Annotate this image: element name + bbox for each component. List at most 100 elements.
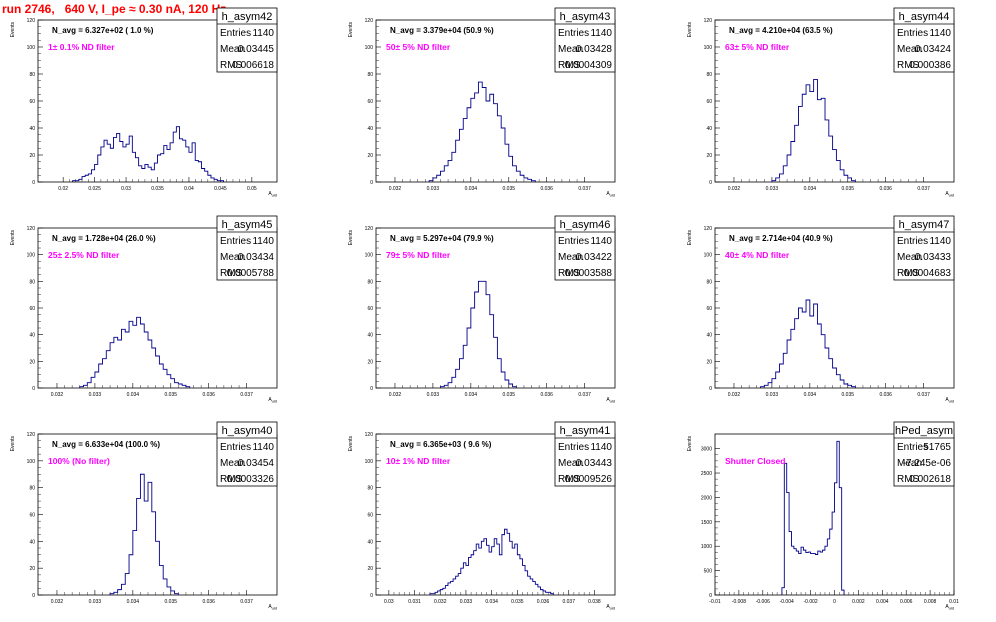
x-tick-label: 0.037 bbox=[917, 392, 930, 398]
stats-label: RMS bbox=[558, 474, 581, 485]
histogram-bin bbox=[475, 292, 479, 388]
x-axis-label: Auid bbox=[945, 604, 954, 611]
x-tick-label: 0.03 bbox=[121, 186, 131, 192]
histogram-bin bbox=[451, 582, 454, 595]
y-tick-label: 100 bbox=[27, 253, 36, 259]
y-tick-label: 40 bbox=[367, 333, 373, 339]
y-tick-label: 120 bbox=[704, 226, 713, 232]
histogram-bin bbox=[444, 166, 448, 182]
histogram-bin bbox=[211, 178, 214, 182]
stats-label: Entries bbox=[897, 442, 928, 453]
x-tick-label: 0.037 bbox=[240, 392, 253, 398]
x-axis-label: Auid bbox=[606, 191, 615, 198]
histogram-bin bbox=[474, 551, 477, 595]
filter-label: 100% (No filter) bbox=[48, 456, 110, 466]
stats-value: 0.0003326 bbox=[227, 474, 275, 485]
histogram-bin bbox=[163, 579, 167, 595]
stats-value: 1140 bbox=[929, 236, 951, 247]
histogram-bin bbox=[798, 106, 802, 182]
histogram-bin bbox=[180, 139, 183, 182]
histogram-bin bbox=[520, 175, 524, 182]
stats-label: Entries bbox=[897, 28, 928, 39]
histogram-name: h_asym41 bbox=[560, 425, 611, 437]
histogram-bin bbox=[123, 147, 126, 182]
histogram-bin bbox=[475, 93, 479, 182]
stats-label: Mean bbox=[897, 458, 922, 469]
histogram-bin bbox=[129, 136, 132, 182]
histogram-bin bbox=[159, 364, 163, 388]
histogram-bin bbox=[110, 343, 114, 388]
histogram-bin bbox=[513, 166, 517, 182]
histogram-bin bbox=[178, 384, 182, 388]
histogram-bin bbox=[98, 155, 101, 182]
histogram-bin bbox=[806, 300, 810, 388]
histogram-bin bbox=[482, 88, 486, 183]
y-tick-label: 20 bbox=[367, 153, 373, 159]
histogram-bin bbox=[452, 377, 456, 388]
histogram-bin bbox=[487, 545, 490, 595]
histogram-bin bbox=[151, 170, 154, 182]
histogram-bin bbox=[107, 144, 110, 182]
x-axis-label: Auid bbox=[268, 397, 277, 404]
histogram-bin bbox=[517, 555, 520, 595]
histogram-bin bbox=[818, 551, 820, 595]
histogram-bin bbox=[170, 143, 173, 182]
histogram-bin bbox=[154, 163, 157, 182]
histogram-bin bbox=[798, 308, 802, 388]
histogram-bin bbox=[104, 140, 107, 182]
histogram-bin bbox=[505, 380, 509, 388]
histogram-bin bbox=[145, 164, 148, 182]
x-tick-label: 0.032 bbox=[434, 599, 447, 605]
y-tick-label: 20 bbox=[706, 153, 712, 159]
stats-value: 1140 bbox=[590, 236, 612, 247]
histogram-bin bbox=[152, 348, 156, 388]
histogram-bin bbox=[499, 555, 502, 595]
histogram-bin bbox=[118, 340, 122, 388]
y-tick-label: 0 bbox=[709, 180, 712, 186]
histogram-bin bbox=[125, 574, 129, 595]
y-tick-label: 0 bbox=[32, 386, 35, 392]
histogram-bin bbox=[820, 552, 822, 595]
h_asym41-panel: 0 20 40 60 80 100 120 0.03 0.031 0.032 0.033 0.034 0… bbox=[348, 421, 616, 611]
y-tick-label: 60 bbox=[367, 99, 373, 105]
histogram-bin bbox=[189, 152, 192, 182]
stats-value: 0.03443 bbox=[576, 458, 613, 469]
y-tick-label: 100 bbox=[365, 45, 374, 51]
y-tick-label: 80 bbox=[29, 486, 35, 492]
histogram-bin bbox=[783, 353, 787, 388]
histogram-bin bbox=[135, 158, 138, 182]
histogram-bin bbox=[825, 348, 829, 388]
stats-box-frame bbox=[554, 7, 616, 73]
histogram-bin bbox=[787, 340, 791, 388]
y-tick-label: 120 bbox=[365, 226, 374, 232]
y-tick-label: 120 bbox=[27, 432, 36, 438]
stats-value: 1140 bbox=[929, 28, 951, 39]
histogram-line bbox=[429, 528, 554, 595]
histogram-bin bbox=[144, 501, 148, 595]
x-axis-label: Auid bbox=[606, 397, 615, 404]
histogram-bin bbox=[510, 541, 513, 595]
x-tick-label: 0.02 bbox=[58, 186, 68, 192]
stats-label: Mean bbox=[220, 252, 245, 263]
x-tick-label: 0.033 bbox=[766, 392, 779, 398]
histogram-bin bbox=[137, 498, 141, 595]
histogram-line bbox=[79, 316, 191, 388]
histogram-bin bbox=[823, 550, 825, 595]
histogram-bin bbox=[490, 94, 494, 182]
histogram-bin bbox=[463, 119, 467, 182]
stats-value: -7.245e-06 bbox=[903, 458, 952, 469]
stats-value: 0.03454 bbox=[238, 458, 275, 469]
histogram-bin bbox=[208, 175, 211, 182]
x-tick-label: 0.035 bbox=[503, 186, 516, 192]
x-tick-label: 0.034 bbox=[804, 186, 817, 192]
histogram-bin bbox=[471, 555, 474, 595]
histogram-bin bbox=[484, 539, 487, 595]
histogram-bin bbox=[825, 546, 827, 595]
h_asym43-panel: 0 20 40 60 80 100 120 0.032 0.033 0.034 0.035 0.036… bbox=[348, 7, 616, 198]
histogram-bin bbox=[836, 160, 840, 182]
histogram-bin bbox=[817, 100, 821, 182]
y-axis-label: Events bbox=[10, 436, 16, 452]
y-tick-label: 120 bbox=[27, 18, 36, 24]
